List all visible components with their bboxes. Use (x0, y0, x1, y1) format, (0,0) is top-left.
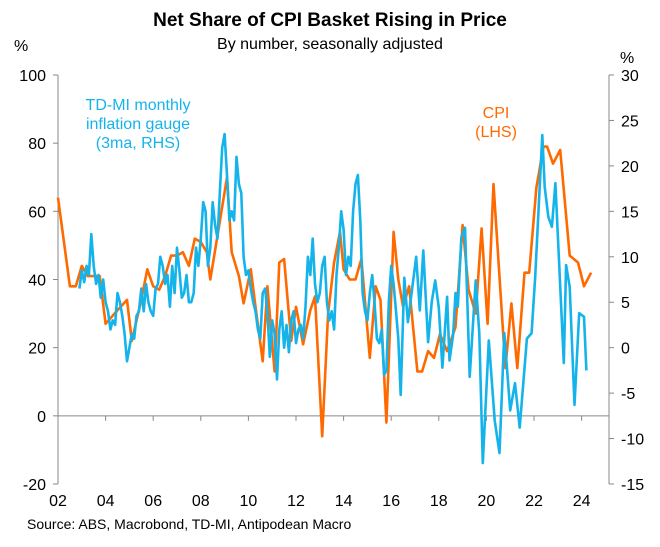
left-tick-label: 100 (19, 68, 46, 85)
right-tick-label: -10 (621, 432, 644, 449)
tdmi-line (78, 132, 588, 465)
tdmi-annotation: TD-MI monthly (86, 97, 191, 114)
tdmi-annotation: (3ma, RHS) (96, 135, 180, 152)
right-tick-label: 5 (621, 295, 630, 312)
right-tick-label: 20 (621, 159, 639, 176)
right-tick-label: 30 (621, 68, 639, 85)
x-tick-label: 04 (97, 493, 115, 510)
x-tick-label: 16 (382, 493, 400, 510)
x-tick-label: 20 (478, 493, 496, 510)
x-tick-label: 02 (49, 493, 67, 510)
right-tick-label: 0 (621, 341, 630, 358)
x-tick-label: 12 (287, 493, 305, 510)
x-tick-label: 24 (573, 493, 591, 510)
cpi-annotation: (LHS) (475, 124, 517, 141)
left-tick-label: 0 (37, 409, 46, 426)
chart-title: Net Share of CPI Basket Rising in Price (153, 10, 507, 31)
x-tick-label: 08 (192, 493, 210, 510)
x-tick-label: 06 (144, 493, 162, 510)
left-tick-label: 40 (28, 273, 46, 290)
right-tick-label: -5 (621, 386, 635, 403)
left-axis-unit: % (14, 38, 29, 55)
cpi-line (56, 145, 593, 438)
right-tick-label: 25 (621, 113, 639, 130)
source-note: Source: ABS, Macrobond, TD-MI, Antipodea… (27, 516, 352, 532)
cpi-annotation: CPI (483, 105, 510, 122)
left-tick-label: 20 (28, 341, 46, 358)
x-tick-label: 18 (430, 493, 448, 510)
right-tick-label: 15 (621, 204, 639, 221)
left-tick-label: 80 (28, 136, 46, 153)
left-tick-label: -20 (23, 477, 46, 494)
right-tick-label: -15 (621, 477, 644, 494)
right-tick-label: 10 (621, 250, 639, 267)
tdmi-annotation: inflation gauge (86, 116, 190, 133)
x-tick-label: 10 (240, 493, 258, 510)
x-tick-label: 14 (335, 493, 353, 510)
left-tick-label: 60 (28, 204, 46, 221)
x-tick-label: 22 (525, 493, 543, 510)
chart-subtitle: By number, seasonally adjusted (217, 36, 443, 53)
right-axis-unit: % (620, 50, 635, 67)
